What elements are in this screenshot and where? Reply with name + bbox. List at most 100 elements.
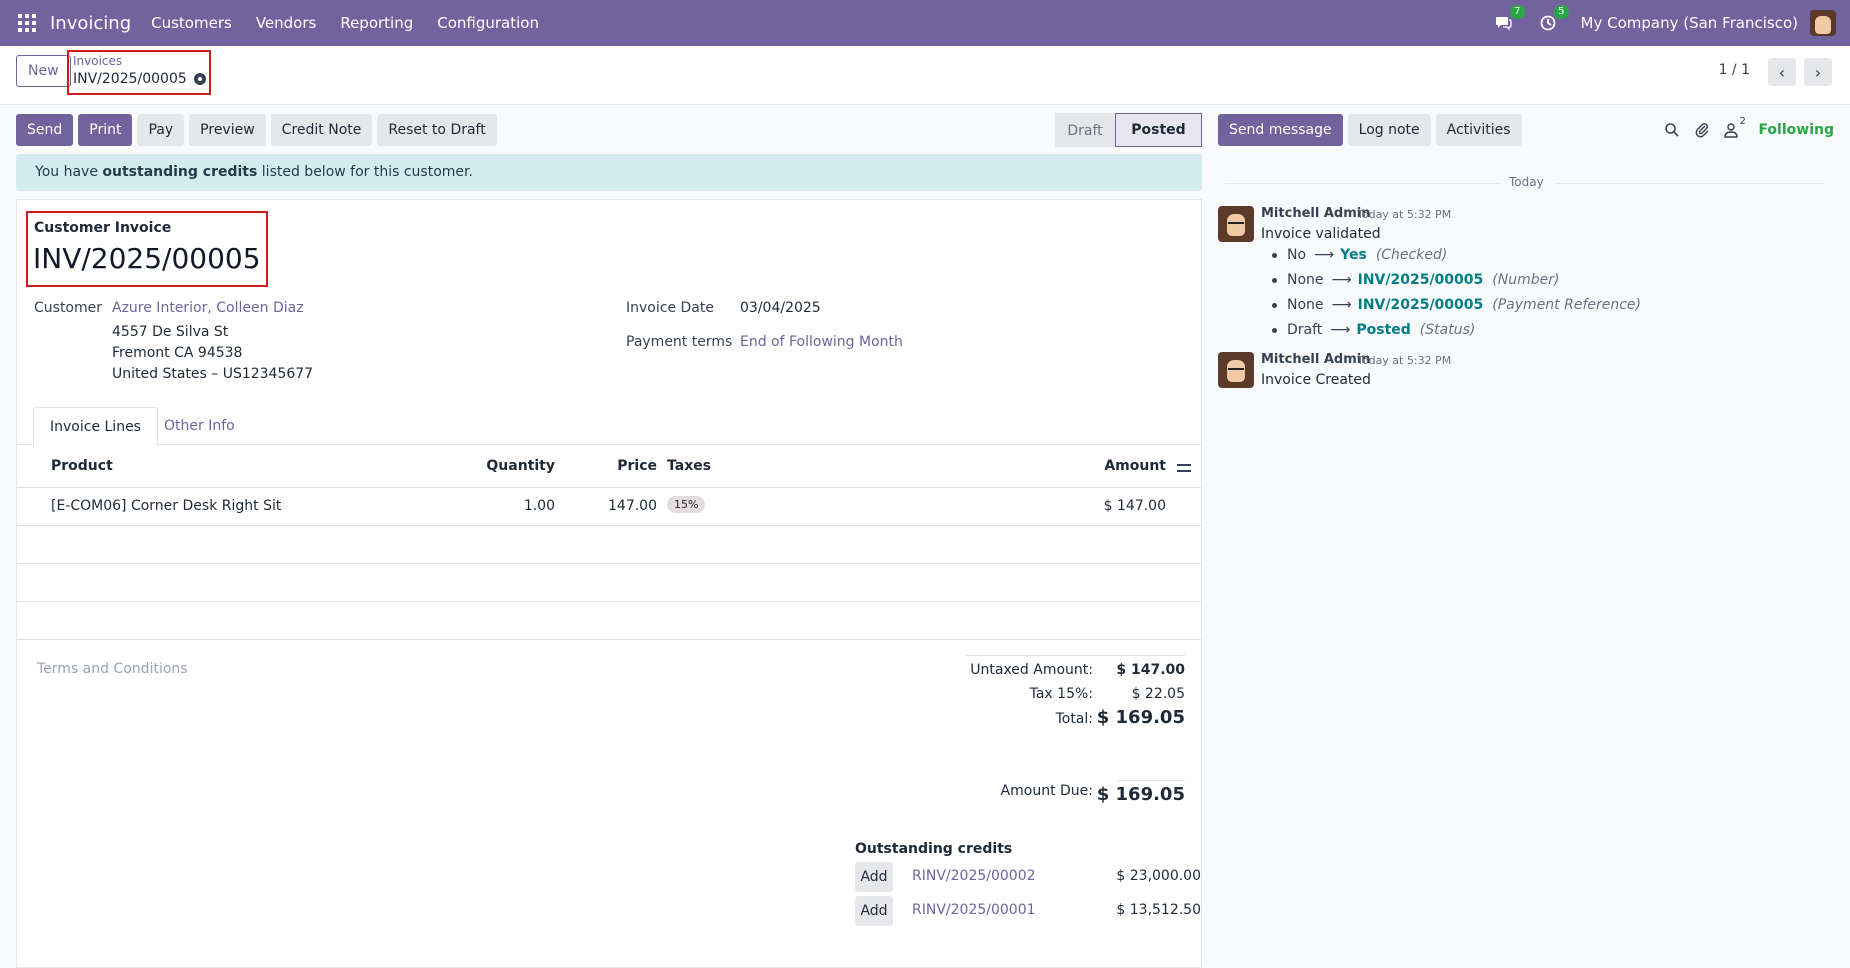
line-amount: $ 147.00 [1103,498,1166,514]
messages-count-badge: 7 [1510,5,1525,19]
company-switcher[interactable]: My Company (San Francisco) [1580,14,1798,32]
optional-columns-icon[interactable] [1177,462,1191,474]
tab-invoice-lines[interactable]: Invoice Lines [33,407,158,446]
outstanding-credits-title: Outstanding credits [855,841,1013,857]
tax-label: Tax 15%: [1029,686,1093,702]
followers-count: 2 [1739,116,1746,127]
add-credit-button[interactable]: Add [855,862,893,892]
credit-note-button[interactable]: Credit Note [270,114,373,146]
tracking-field: (Payment Reference) [1492,297,1642,313]
customer-address-line3: United States – US12345677 [112,366,314,382]
column-price[interactable]: Price [617,458,657,474]
message-author[interactable]: Mitchell Admin [1261,352,1371,367]
line-price: 147.00 [608,498,657,514]
activities-button[interactable]: Activities [1435,114,1522,146]
message-author[interactable]: Mitchell Admin [1261,206,1371,221]
log-note-button[interactable]: Log note [1347,114,1431,146]
message-time: Today at 5:32 PM [1357,208,1452,221]
menu-vendors[interactable]: Vendors [255,14,317,32]
form-action-bar: Send Print Pay Preview Credit Note Reset… [16,114,502,146]
search-icon[interactable] [1664,122,1680,138]
tab-other-info[interactable]: Other Info [164,418,235,434]
column-taxes[interactable]: Taxes [667,458,712,474]
credit-reference[interactable]: RINV/2025/00002 [912,868,1036,884]
app-name[interactable]: Invoicing [50,12,132,34]
total-value: $ 169.05 [1096,707,1185,728]
tracking-old: None [1287,297,1324,313]
alert-bold-text: outstanding credits [102,164,258,180]
invoice-number: INV/2025/00005 [33,242,261,275]
alert-prefix: You have [35,164,103,180]
line-product[interactable]: [E-COM06] Corner Desk Right Sit [51,498,282,514]
activities-clock-icon[interactable]: 5 [1537,5,1569,34]
pager-next-button[interactable]: › [1804,58,1832,86]
menu-configuration[interactable]: Configuration [437,14,539,32]
message-body: Invoice Created [1261,372,1371,388]
customer-link[interactable]: Azure Interior, Colleen Diaz [112,300,304,316]
outstanding-credits-alert: You have outstanding credits listed belo… [16,154,1202,191]
status-posted[interactable]: Posted [1115,113,1202,147]
avatar[interactable] [1218,206,1254,242]
preview-button[interactable]: Preview [189,114,266,146]
table-divider [17,601,1201,602]
gear-icon[interactable] [193,73,206,85]
column-quantity[interactable]: Quantity [486,458,555,474]
credit-amount: $ 23,000.00 [1116,868,1201,884]
tracking-old: None [1287,272,1324,288]
arrow-right-icon: ⟶ [1314,247,1335,263]
customer-address-line2: Fremont CA 94538 [112,345,243,361]
new-button[interactable]: New [16,55,71,87]
tracking-old: No [1287,247,1307,263]
tracking-field: (Status) [1419,322,1476,338]
following-button[interactable]: Following [1758,122,1834,138]
menu-customers[interactable]: Customers [151,14,232,32]
breadcrumb-invoices-link[interactable]: Invoices [73,54,123,68]
untaxed-amount-label: Untaxed Amount: [970,662,1093,678]
breadcrumb-current: INV/2025/00005 [73,71,206,87]
tracking-new: INV/2025/00005 [1357,272,1484,288]
pager-value[interactable]: 1 / 1 [1718,62,1750,78]
amount-due-value: $ 169.05 [1096,784,1185,805]
send-button[interactable]: Send [16,114,74,146]
invoice-date-value[interactable]: 03/04/2025 [740,300,821,316]
tax-value: $ 22.05 [1131,686,1185,702]
print-button[interactable]: Print [78,114,133,146]
untaxed-amount-value: $ 147.00 [1116,662,1185,678]
followers-icon[interactable]: 2 [1724,116,1746,138]
breadcrumb: Invoices INV/2025/00005 [67,50,211,95]
activities-count-badge: 5 [1554,5,1569,19]
avatar[interactable] [1218,352,1254,388]
tracking-item: Draft ⟶ Posted (Status) [1272,322,1475,338]
arrow-right-icon: ⟶ [1330,322,1351,338]
table-divider [17,487,1201,488]
column-amount[interactable]: Amount [1104,458,1166,474]
credit-reference[interactable]: RINV/2025/00001 [912,902,1036,918]
apps-grid-icon[interactable] [18,14,36,32]
tracking-new: INV/2025/00005 [1357,297,1484,313]
tracking-old: Draft [1287,322,1323,338]
customer-label: Customer [34,300,103,316]
chatter-actions: Send message Log note Activities [1218,114,1527,146]
message-body: Invoice validated [1261,226,1381,242]
pay-button[interactable]: Pay [137,114,185,146]
reset-to-draft-button[interactable]: Reset to Draft [377,114,497,146]
column-product[interactable]: Product [51,458,113,474]
payment-terms-label: Payment terms [626,334,733,350]
paperclip-icon[interactable] [1694,122,1710,138]
status-bar: Draft Posted [1055,113,1202,147]
send-message-button[interactable]: Send message [1218,114,1343,146]
breadcrumb-current-label: INV/2025/00005 [73,71,187,87]
status-draft[interactable]: Draft [1055,113,1115,147]
messages-icon[interactable]: 7 [1493,5,1525,34]
add-credit-button[interactable]: Add [855,896,893,926]
menu-reporting[interactable]: Reporting [340,14,414,32]
terms-conditions-field[interactable]: Terms and Conditions [37,661,188,677]
date-separator-label: Today [1509,175,1544,189]
line-tax-badge: 15% [667,496,706,513]
arrow-right-icon: ⟶ [1331,297,1352,313]
tracking-new: Posted [1356,322,1411,338]
payment-terms-value[interactable]: End of Following Month [740,334,903,350]
tracking-item: No ⟶ Yes (Checked) [1272,247,1447,263]
user-avatar[interactable] [1810,10,1836,36]
pager-previous-button[interactable]: ‹ [1768,58,1796,86]
